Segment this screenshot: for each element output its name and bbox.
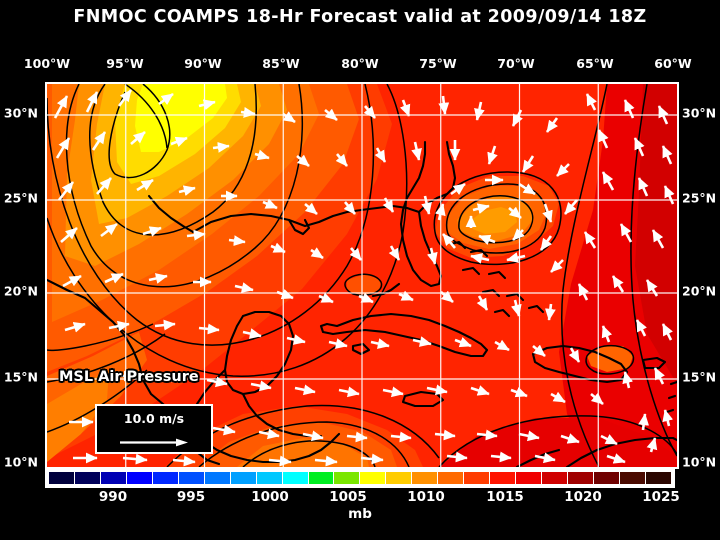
lat-tick-label-left: 30°N [3, 105, 38, 121]
colorbar-tick-label: 995 [176, 489, 206, 505]
lon-tick-label: 85°W [262, 56, 300, 71]
colorbar-swatch [204, 472, 230, 484]
field-legend-label: MSL Air Pressure [59, 369, 199, 385]
colorbar-swatch [438, 472, 464, 484]
lat-tick-label-left: 25°N [3, 190, 38, 206]
lon-tick-label: 100°W [23, 56, 71, 71]
lat-tick-label-left: 20°N [3, 283, 38, 299]
colorbar-swatch [412, 472, 438, 484]
colorbar-swatch [490, 472, 516, 484]
colorbar-swatch [230, 472, 256, 484]
colorbar-swatch [594, 472, 619, 484]
colorbar-tick-label: 1020 [564, 489, 602, 505]
colorbar-swatch [568, 472, 594, 484]
lat-tick-label-right: 10°N [682, 454, 717, 470]
colorbar-tick-label: 1000 [251, 489, 289, 505]
colorbar-swatch [282, 472, 308, 484]
colorbar-unit-label: mb [348, 506, 372, 522]
page-title: FNMOC COAMPS 18-Hr Forecast valid at 200… [73, 7, 647, 27]
lat-tick-label-left: 10°N [3, 454, 38, 470]
lon-tick-label: 70°W [497, 56, 535, 71]
colorbar-swatch [152, 472, 178, 484]
wind-vector-key-label: 10.0 m/s [123, 411, 185, 426]
colorbar-swatch [308, 472, 334, 484]
colorbar-swatch [516, 472, 542, 484]
colorbar-tick-label: 1025 [642, 489, 680, 505]
lon-tick-label: 65°W [576, 56, 614, 71]
colorbar-swatch [645, 472, 671, 484]
lon-tick-label: 80°W [341, 56, 379, 71]
lat-tick-label-right: 15°N [682, 369, 717, 385]
lon-tick-label: 75°W [419, 56, 457, 71]
colorbar-swatch [360, 472, 386, 484]
colorbar-swatch [49, 472, 74, 484]
colorbar-swatch [178, 472, 204, 484]
colorbar-swatch [542, 472, 568, 484]
colorbar [45, 468, 675, 488]
pressure-field-map [47, 84, 677, 467]
colorbar-swatch [126, 472, 152, 484]
colorbar-swatch [386, 472, 412, 484]
colorbar-tick-label: 1010 [407, 489, 445, 505]
colorbar-tick-label: 1005 [329, 489, 367, 505]
colorbar-swatch [619, 472, 645, 484]
wind-vector-key: 10.0 m/s [95, 404, 213, 454]
lon-tick-label: 95°W [106, 56, 144, 71]
lat-tick-label-right: 25°N [682, 190, 717, 206]
lat-tick-label-right: 30°N [682, 105, 717, 121]
lat-tick-label-left: 15°N [3, 369, 38, 385]
lon-tick-label: 90°W [184, 56, 222, 71]
colorbar-swatch [74, 472, 100, 484]
colorbar-swatch [464, 472, 490, 484]
map-panel[interactable]: MSL Air Pressure 10.0 m/s [45, 82, 679, 469]
colorbar-swatch [256, 472, 282, 484]
colorbar-tick-label: 990 [98, 489, 128, 505]
right-arrow-icon [120, 438, 188, 447]
colorbar-swatch [100, 472, 126, 484]
colorbar-tick-label: 1015 [486, 489, 524, 505]
lon-tick-label: 60°W [654, 56, 692, 71]
colorbar-swatch [334, 472, 360, 484]
lat-tick-label-right: 20°N [682, 283, 717, 299]
